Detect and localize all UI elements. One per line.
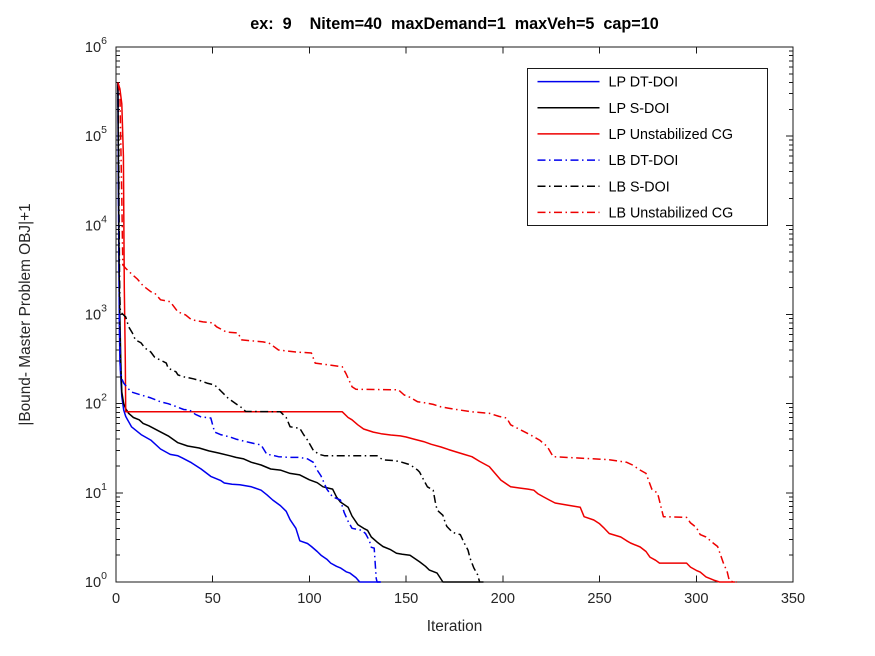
series-LP-DT-DOI — [117, 82, 381, 583]
chart-title: ex: 9 Nitem=40 maxDemand=1 maxVeh=5 cap=… — [250, 15, 659, 33]
x-tick-label: 250 — [587, 591, 611, 607]
x-tick-label: 150 — [394, 591, 418, 607]
legend-entry-label: LP DT-DOI — [609, 75, 679, 91]
legend: LP DT-DOI LP S-DOI LP Unstabilized CG LB DT… — [527, 68, 768, 226]
series-LB-S-DOI — [117, 82, 484, 583]
legend-entry-label: LB S-DOI — [609, 179, 670, 195]
x-axis-label: Iteration — [427, 618, 483, 635]
y-tick-label: 101 — [85, 481, 107, 502]
axis-ticks — [115, 46, 794, 583]
y-tick-label: 106 — [85, 35, 107, 56]
series-LP-S-DOI — [117, 82, 480, 583]
y-tick-label: 103 — [85, 303, 107, 324]
y-axis-label: |Bound- Master Problem OBJ|+1 — [17, 203, 34, 425]
series-LB-DT-DOI — [117, 82, 381, 583]
legend-entry-label: LP Unstabilized CG — [609, 127, 734, 143]
y-tick-label: 105 — [85, 124, 107, 145]
x-tick-label: 0 — [112, 591, 120, 607]
y-tick-label: 100 — [85, 570, 107, 591]
x-tick-label: 350 — [781, 591, 805, 607]
y-tick-label: 102 — [85, 392, 107, 413]
x-tick-label: 300 — [684, 591, 708, 607]
legend-entry-label: LP S-DOI — [609, 101, 670, 117]
legend-box — [527, 68, 768, 226]
x-tick-label: 100 — [297, 591, 321, 607]
x-tick-label: 50 — [205, 591, 221, 607]
y-tick-label: 104 — [85, 213, 107, 234]
x-tick-label: 200 — [491, 591, 515, 607]
legend-entry-label: LB Unstabilized CG — [609, 205, 734, 221]
series-LB-Unstabilized-CG — [117, 82, 737, 583]
legend-entry-label: LB DT-DOI — [609, 153, 679, 169]
series-LP-Unstabilized-CG — [117, 82, 735, 583]
